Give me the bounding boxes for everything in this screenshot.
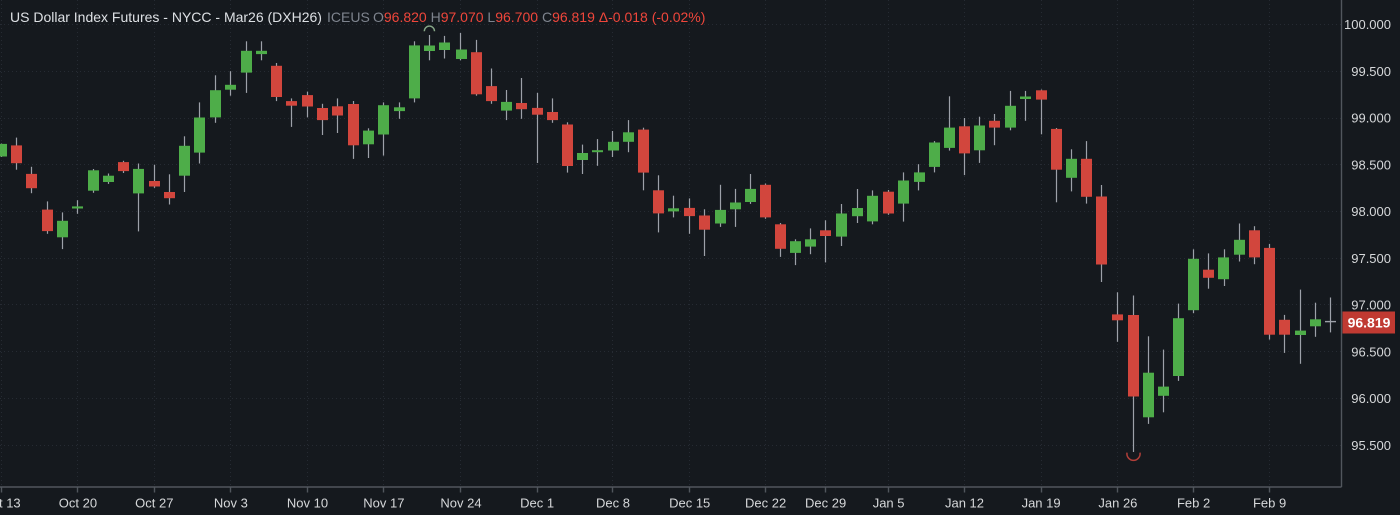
svg-text:Dec 29: Dec 29 <box>805 496 846 511</box>
svg-text:Feb 2: Feb 2 <box>1177 496 1210 511</box>
svg-text:98.500: 98.500 <box>1351 157 1391 172</box>
svg-text:97.000: 97.000 <box>1351 298 1391 313</box>
svg-text:Jan 19: Jan 19 <box>1022 496 1061 511</box>
svg-text:Oct 27: Oct 27 <box>135 496 173 511</box>
svg-text:ICEUS: ICEUS <box>327 9 370 25</box>
svg-text:96.500: 96.500 <box>1351 344 1391 359</box>
svg-text:Dec 1: Dec 1 <box>520 496 554 511</box>
svg-text:Jan 5: Jan 5 <box>873 496 905 511</box>
svg-text:Dec 22: Dec 22 <box>745 496 786 511</box>
svg-text:99.500: 99.500 <box>1351 64 1391 79</box>
svg-text:Dec 15: Dec 15 <box>669 496 710 511</box>
svg-text:97.500: 97.500 <box>1351 251 1391 266</box>
svg-text:Nov 10: Nov 10 <box>287 496 328 511</box>
svg-text:Jan 26: Jan 26 <box>1098 496 1137 511</box>
svg-text:100.000: 100.000 <box>1344 17 1391 32</box>
svg-text:US Dollar Index Futures - NYCC: US Dollar Index Futures - NYCC - Mar26 (… <box>10 9 322 25</box>
svg-text:Jan 12: Jan 12 <box>945 496 984 511</box>
svg-text:96.819: 96.819 <box>1348 315 1391 331</box>
svg-text:O96.820 H97.070 L96.700 C96.81: O96.820 H97.070 L96.700 C96.819 Δ-0.018 … <box>373 9 705 25</box>
svg-text:98.000: 98.000 <box>1351 204 1391 219</box>
svg-text:Nov 24: Nov 24 <box>440 496 481 511</box>
svg-text:Feb 9: Feb 9 <box>1253 496 1286 511</box>
svg-text:Nov 3: Nov 3 <box>214 496 248 511</box>
svg-text:96.000: 96.000 <box>1351 391 1391 406</box>
svg-text:Dec 8: Dec 8 <box>596 496 630 511</box>
svg-text:99.000: 99.000 <box>1351 111 1391 126</box>
svg-text:Oct 13: Oct 13 <box>0 496 21 511</box>
svg-text:Oct 20: Oct 20 <box>59 496 97 511</box>
svg-text:95.500: 95.500 <box>1351 438 1391 453</box>
svg-text:Nov 17: Nov 17 <box>363 496 404 511</box>
